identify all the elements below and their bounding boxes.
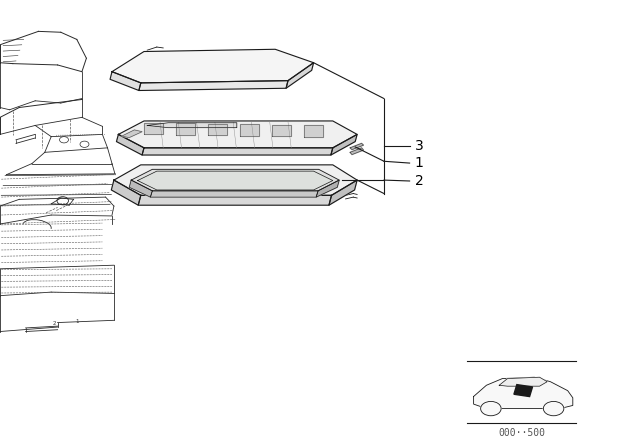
Text: 3: 3 [415, 139, 424, 153]
Polygon shape [111, 180, 141, 205]
Polygon shape [286, 63, 314, 88]
Text: 1: 1 [415, 156, 424, 170]
Polygon shape [138, 195, 332, 205]
Polygon shape [350, 148, 364, 155]
Polygon shape [272, 125, 291, 136]
Polygon shape [240, 124, 259, 136]
Polygon shape [112, 49, 314, 83]
Polygon shape [110, 72, 141, 90]
Text: 1: 1 [75, 319, 79, 324]
Circle shape [481, 401, 501, 416]
Polygon shape [139, 81, 288, 90]
Polygon shape [150, 191, 318, 197]
Text: 2: 2 [415, 174, 424, 188]
Polygon shape [144, 123, 163, 134]
Polygon shape [316, 180, 339, 197]
Polygon shape [331, 134, 357, 155]
Polygon shape [208, 124, 227, 135]
Circle shape [543, 401, 564, 416]
Bar [514, 384, 532, 396]
Text: 2: 2 [52, 321, 56, 326]
Polygon shape [122, 130, 142, 138]
Text: 000··500: 000··500 [498, 428, 545, 438]
Polygon shape [329, 180, 357, 205]
Polygon shape [147, 123, 237, 128]
Polygon shape [118, 121, 357, 148]
Polygon shape [499, 377, 547, 386]
Polygon shape [116, 134, 144, 155]
Polygon shape [138, 171, 333, 190]
Polygon shape [142, 148, 333, 155]
Polygon shape [131, 169, 339, 191]
Polygon shape [350, 143, 364, 150]
Polygon shape [176, 123, 195, 135]
Polygon shape [304, 125, 323, 137]
Polygon shape [129, 180, 152, 197]
Polygon shape [474, 377, 573, 409]
Polygon shape [114, 165, 357, 195]
